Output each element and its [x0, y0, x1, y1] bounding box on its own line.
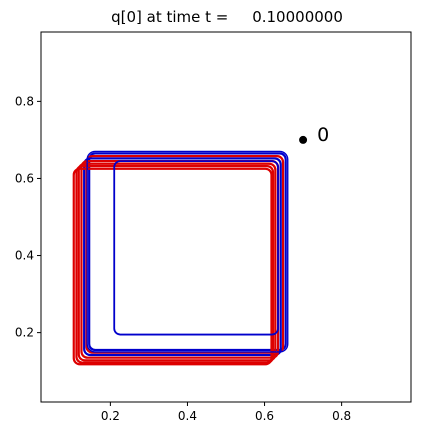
y-axis: 0.2 0.4 0.6 0.8	[15, 94, 41, 340]
contour-series-4	[77, 162, 277, 362]
point-label: 0	[317, 124, 329, 146]
y-tick-label: 0.8	[15, 94, 34, 108]
contour-group	[72, 135, 308, 366]
contour-inner	[113, 160, 279, 336]
contour-series-6	[72, 167, 273, 366]
data-point	[299, 135, 308, 144]
y-tick-label: 0.6	[15, 171, 34, 185]
plot-area: 0	[72, 124, 329, 366]
contour-series-5	[75, 165, 275, 364]
x-tick-label: 0.4	[178, 409, 197, 423]
contour-outer-shell	[86, 150, 289, 353]
axes-frame	[40, 31, 412, 403]
x-tick-label: 0.8	[332, 409, 351, 423]
contour-series-0	[88, 152, 287, 352]
x-axis: 0.2 0.4 0.6 0.8	[101, 402, 351, 423]
y-tick-label: 0.4	[15, 249, 34, 263]
y-tick-label: 0.2	[15, 326, 34, 340]
x-tick-label: 0.2	[101, 409, 120, 423]
x-tick-label: 0.6	[255, 409, 274, 423]
contour-series-2	[83, 157, 282, 357]
chart-title: q[0] at time t = 0.10000000	[111, 8, 343, 26]
